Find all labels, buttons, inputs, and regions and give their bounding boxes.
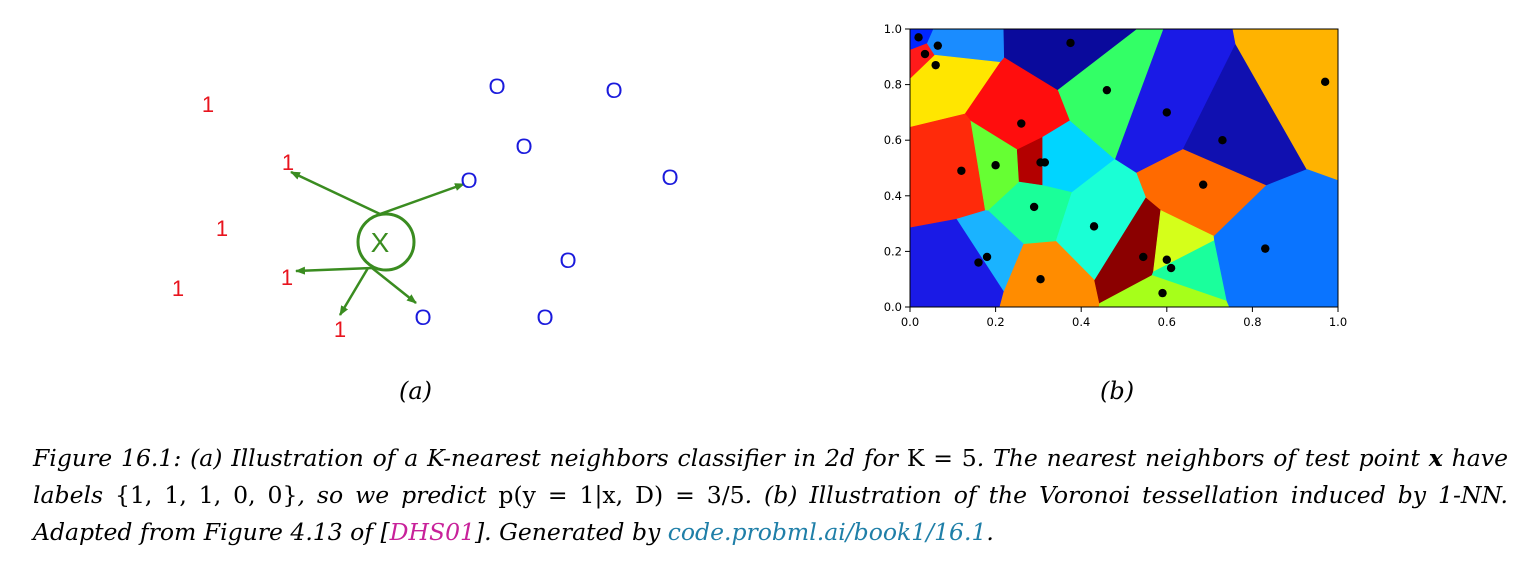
caption-text-e: . (b) Illustration of the Voronoi tessel… (33, 481, 1509, 546)
neighbor-arrow (295, 266, 373, 275)
class-one-label: 1 (281, 265, 293, 290)
training-point (1066, 38, 1075, 48)
y-tick-label: 0.4 (884, 189, 902, 203)
caption-text-g: . (986, 518, 994, 546)
knn-illustration: X 1 1 1 1 1 1 O O O O O O O O (172, 74, 679, 342)
y-axis-ticks: 0.0 0.2 0.4 0.6 0.8 1.0 (884, 22, 910, 314)
y-tick-label: 0.6 (884, 133, 902, 147)
training-point (1040, 158, 1050, 167)
training-point (1102, 85, 1112, 95)
neighbor-arrow (371, 267, 417, 304)
voronoi-chart: 0.0 0.2 0.4 0.6 0.8 1.0 0.0 0.2 0.4 0.6 0.8 1.0 (884, 22, 1347, 329)
prediction-equation: p(y = 1|x, D) = 3/5 (498, 481, 745, 509)
training-point (1198, 180, 1208, 189)
training-point (933, 41, 943, 50)
voronoi-cell (1213, 169, 1338, 307)
training-point (1036, 275, 1045, 284)
training-point (957, 166, 966, 175)
training-point (1162, 255, 1172, 264)
k-equation: K = 5 (906, 444, 977, 472)
class-zero-label: O (488, 74, 505, 99)
training-point (1139, 252, 1148, 262)
x-tick-label: 0.2 (986, 315, 1004, 329)
class-zero-label: O (460, 168, 477, 193)
label-set: {1, 1, 1, 0, 0} (115, 481, 298, 509)
training-point (920, 49, 930, 59)
citation-link[interactable]: DHS01 (389, 518, 475, 546)
voronoi-cells (910, 29, 1338, 307)
x-axis-ticks: 0.0 0.2 0.4 0.6 0.8 1.0 (901, 307, 1347, 329)
caption-text-b: . The nearest neighbors of test point (976, 444, 1429, 472)
training-point (931, 60, 940, 70)
voronoi-cell (1055, 159, 1147, 281)
class-one-points: 1 1 1 1 1 1 (172, 92, 346, 342)
class-zero-label: O (559, 248, 576, 273)
class-one-label: 1 (172, 276, 184, 301)
training-point (1261, 244, 1270, 253)
training-point (1017, 119, 1026, 128)
subfigure-label-a: (a) (399, 377, 433, 405)
test-point-label: X (371, 227, 390, 258)
training-point (982, 252, 992, 262)
class-one-label: 1 (216, 216, 228, 241)
class-zero-label: O (661, 165, 678, 190)
x-tick-label: 1.0 (1329, 315, 1347, 329)
training-point (1320, 77, 1330, 87)
figure-caption: Figure 16.1: (a) Illustration of a K-nea… (33, 440, 1508, 551)
class-zero-label: O (515, 134, 532, 159)
class-one-label: 1 (202, 92, 214, 117)
x-tick-label: 0.0 (901, 315, 919, 329)
training-point (1162, 108, 1172, 117)
y-tick-label: 0.0 (884, 300, 902, 314)
neighbor-arrows (290, 170, 465, 316)
class-one-label: 1 (334, 317, 346, 342)
x-symbol: x (1428, 444, 1443, 472)
figure-number: Figure 16.1: (33, 444, 182, 472)
training-points (914, 33, 1330, 298)
training-point (991, 161, 1000, 170)
y-tick-label: 0.8 (884, 78, 902, 92)
plot-frame (909, 28, 1339, 308)
class-zero-label: O (414, 305, 431, 330)
training-point (1029, 202, 1039, 212)
training-point (1166, 263, 1176, 273)
training-point (1089, 222, 1099, 231)
training-point (914, 33, 923, 42)
training-point (1218, 136, 1227, 145)
caption-text-c: have labels (33, 444, 1508, 509)
neighbor-arrow (338, 267, 370, 316)
y-tick-label: 0.2 (884, 244, 902, 258)
subfigure-label-b: (b) (1100, 377, 1135, 405)
caption-text-f: ]. Generated by (475, 518, 668, 546)
code-link[interactable]: code.probml.ai/book1/16.1 (667, 518, 987, 546)
x-tick-label: 0.8 (1243, 315, 1261, 329)
caption-text-a: (a) Illustration of a K-nearest neighbor… (181, 444, 907, 472)
training-point (974, 258, 983, 267)
y-tick-label: 1.0 (884, 22, 902, 36)
caption-text-d: , so we predict (297, 481, 499, 509)
x-tick-label: 0.6 (1158, 315, 1176, 329)
class-zero-label: O (536, 305, 553, 330)
neighbor-arrow (379, 182, 465, 216)
training-point (1158, 288, 1167, 298)
class-zero-label: O (605, 78, 622, 103)
test-point-circle (356, 212, 416, 272)
class-zero-points: O O O O O O O O (414, 74, 678, 330)
x-tick-label: 0.4 (1072, 315, 1090, 329)
neighbor-arrow (290, 170, 381, 216)
class-one-label: 1 (282, 150, 294, 175)
